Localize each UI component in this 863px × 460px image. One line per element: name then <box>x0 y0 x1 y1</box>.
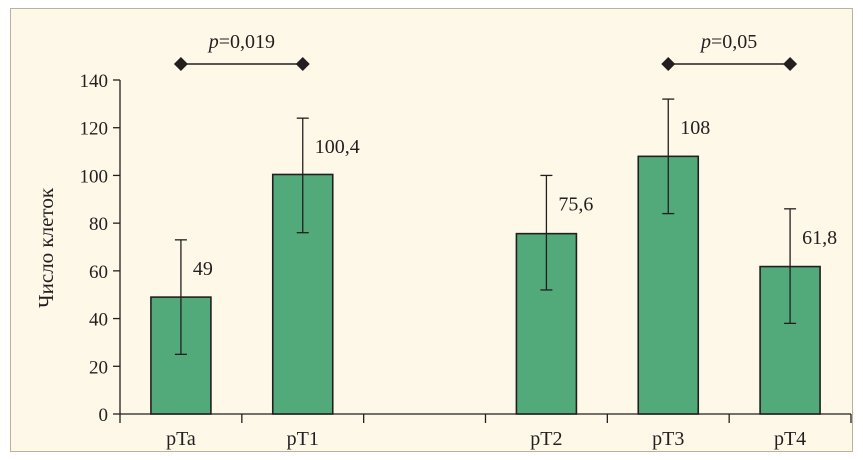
data-label: 49 <box>193 258 213 280</box>
x-category-label: pTa <box>166 428 196 450</box>
bars <box>150 98 821 415</box>
y-axis-title: Число клеток <box>34 187 58 308</box>
data-label: 75,6 <box>558 193 593 215</box>
comparison-marker <box>295 57 310 71</box>
axes <box>113 57 852 423</box>
x-category-label: pT2 <box>530 428 562 450</box>
y-tick-label: 140 <box>80 71 109 92</box>
y-tick-label: 20 <box>89 357 108 378</box>
data-label: 100,4 <box>315 136 360 158</box>
comparison-marker <box>783 57 798 71</box>
y-tick-label: 100 <box>80 166 109 187</box>
y-tick-label: 120 <box>80 119 109 140</box>
data-label: 61,8 <box>802 227 837 249</box>
p-value-label: p=0,019 <box>207 31 275 53</box>
y-tick-label: 0 <box>99 405 109 426</box>
p-value-label: p=0,05 <box>699 31 757 53</box>
labels: 0 20 40 60 80 100 120 140 pTa 49 pT1 100,4 pT2 75,6 pT… <box>80 31 838 450</box>
x-category-label: pT3 <box>652 428 684 450</box>
comparison-marker <box>661 57 676 71</box>
comparison-marker <box>173 57 188 71</box>
data-label: 108 <box>680 117 710 139</box>
y-tick-label: 40 <box>89 310 108 331</box>
x-category-label: pT4 <box>774 428 806 450</box>
y-tick-label: 60 <box>89 262 108 283</box>
x-category-label: pT1 <box>287 428 319 450</box>
y-tick-label: 80 <box>89 214 108 235</box>
